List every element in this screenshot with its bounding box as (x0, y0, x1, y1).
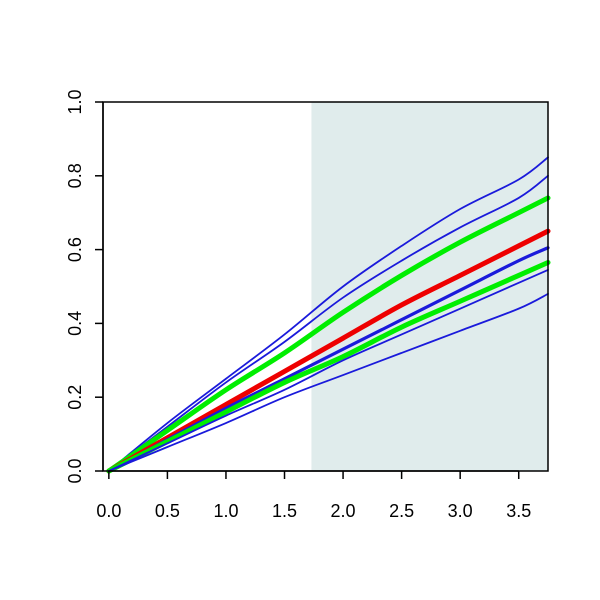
y-axis: 0.0 0.2 0.4 0.6 0.8 1.0 (65, 89, 104, 484)
y-tick-label: 0.2 (65, 385, 85, 410)
x-tick-label: 0.5 (155, 501, 180, 521)
series-line-2 (107, 174, 549, 472)
series-line-3 (106, 195, 551, 474)
series-line-1 (107, 156, 549, 472)
series-line-6 (106, 260, 551, 474)
x-tick-label: 0.0 (96, 501, 121, 521)
x-axis: 0.0 0.5 1.0 1.5 2.0 2.5 3.0 3.5 (96, 470, 531, 521)
y-tick-label: 0.4 (65, 311, 85, 336)
x-tick-label: 2.5 (389, 501, 414, 521)
x-tick-label: 1.5 (272, 501, 297, 521)
x-tick-label: 3.0 (448, 501, 473, 521)
series-line-7 (107, 268, 549, 472)
y-tick-label: 0.8 (65, 163, 85, 188)
y-tick-label: 1.0 (65, 89, 85, 114)
series-layer (106, 156, 551, 474)
x-tick-label: 3.5 (506, 501, 531, 521)
series-line-8 (107, 292, 549, 472)
y-tick-label: 0.6 (65, 237, 85, 262)
y-tick-label: 0.0 (65, 458, 85, 483)
series-line-4 (106, 228, 551, 474)
x-tick-label: 2.0 (331, 501, 356, 521)
x-tick-label: 1.0 (213, 501, 238, 521)
